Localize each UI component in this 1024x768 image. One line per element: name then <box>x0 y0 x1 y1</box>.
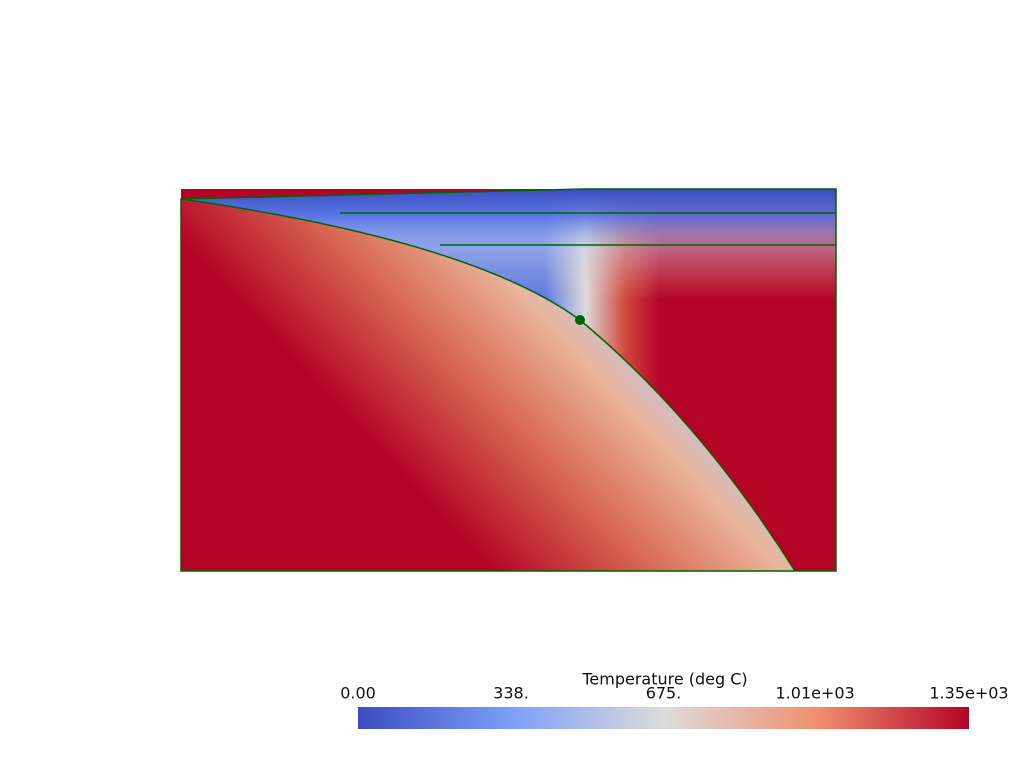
colorbar-tick-label: 338. <box>493 684 529 703</box>
colorbar-tick-label: 675. <box>646 684 682 703</box>
colorbar-tick-label: 0.00 <box>340 684 376 703</box>
colorbar-tick-label: 1.35e+03 <box>929 684 1008 703</box>
domain-outline <box>180 188 837 572</box>
slab-region <box>181 199 795 571</box>
model-domain <box>180 188 837 572</box>
colorbar: Temperature (deg C) <box>358 670 969 729</box>
colorbar-tick-label: 1.01e+03 <box>776 684 855 703</box>
colorbar-gradient <box>358 707 969 729</box>
coupling-point <box>575 315 585 325</box>
colorbar-title: Temperature (deg C) <box>581 670 747 689</box>
